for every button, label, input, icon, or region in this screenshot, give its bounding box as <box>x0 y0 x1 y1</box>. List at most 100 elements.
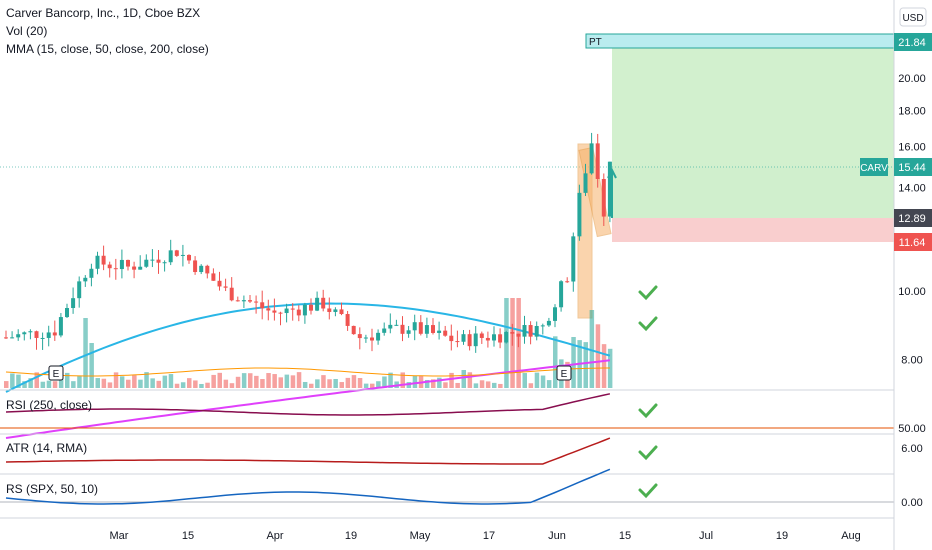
volume-bar <box>58 374 64 388</box>
time-tick: Aug <box>841 530 861 542</box>
volume-bar <box>327 379 332 388</box>
svg-text:E: E <box>53 369 60 380</box>
time-tick: 15 <box>182 530 194 542</box>
volume-bar <box>284 374 290 388</box>
volume-bar <box>199 383 204 388</box>
candle-body <box>479 333 484 338</box>
candle-body <box>431 325 435 333</box>
volume-bar <box>553 336 558 388</box>
candle-body <box>101 255 106 265</box>
price-tick: 8.00 <box>901 355 922 367</box>
candle-body <box>52 332 57 336</box>
candle-body <box>363 337 368 339</box>
volume-bar <box>485 381 491 388</box>
volume-bar <box>217 372 222 388</box>
volume-bar <box>174 383 180 388</box>
price-pane: PT <box>0 33 895 439</box>
volume-bar <box>412 375 418 388</box>
svg-text:12.89: 12.89 <box>898 213 926 225</box>
candle-body <box>443 330 448 336</box>
svg-text:CARV: CARV <box>860 163 888 174</box>
loss-zone <box>612 218 894 242</box>
volume-bar <box>10 373 15 388</box>
rsi-axis-label: 50.00 <box>898 423 926 435</box>
check-icon <box>638 483 658 499</box>
candle-body <box>16 334 21 338</box>
candle-body <box>534 326 539 337</box>
time-axis[interactable]: Mar 15 Apr 19 May 17 Jun 15 Jul 19 Aug <box>110 530 861 542</box>
candle-body <box>138 266 143 270</box>
candle-body <box>400 324 405 334</box>
volume-bar <box>235 376 241 388</box>
candlesticks <box>4 132 612 353</box>
earnings-marker-2[interactable]: E <box>556 365 572 381</box>
volume-bar <box>40 381 46 388</box>
volume-bar <box>223 379 229 388</box>
currency-badge[interactable]: USD <box>899 7 927 27</box>
volume-bar <box>77 376 82 388</box>
candle-body <box>254 301 259 303</box>
candle-body <box>46 332 51 338</box>
candle-body <box>223 286 228 288</box>
volume-bar <box>540 375 546 388</box>
volume-bar <box>339 382 344 388</box>
candle-body <box>473 333 478 347</box>
candle-body <box>95 255 100 269</box>
volume-bar <box>467 372 473 388</box>
check-icon <box>638 316 658 332</box>
candle-body <box>449 335 454 342</box>
candle-body <box>595 143 600 179</box>
svg-text:21.84: 21.84 <box>898 37 926 49</box>
atr-legend: ATR (14, RMA) <box>6 441 88 455</box>
candle-body <box>296 309 301 316</box>
candle-body <box>83 277 88 282</box>
candle-body <box>40 337 45 339</box>
chart-title: Carver Bancorp, Inc., 1D, Cboe BZX <box>6 6 201 20</box>
target-band <box>585 33 895 49</box>
volume-bar <box>65 372 70 388</box>
candle-body <box>266 308 271 311</box>
volume-bar <box>168 374 174 388</box>
candle-body <box>607 161 612 217</box>
candle-body <box>540 325 545 327</box>
profit-zone-upper <box>612 36 894 167</box>
candle-body <box>485 337 490 341</box>
volume-bar <box>211 374 216 388</box>
svg-text:USD: USD <box>902 13 923 24</box>
candle-body <box>565 281 570 283</box>
time-tick: Mar <box>110 530 129 542</box>
volume-bar <box>595 324 601 388</box>
symbol-tag: CARV <box>860 158 888 176</box>
check-icon <box>638 285 658 301</box>
volume-bar <box>388 372 393 388</box>
time-tick: 19 <box>776 530 788 542</box>
earnings-marker-1[interactable]: E <box>48 365 64 381</box>
candle-body <box>424 325 429 334</box>
candle-body <box>4 337 8 339</box>
volume-bar <box>546 380 552 388</box>
candle-body <box>333 309 338 312</box>
svg-text:15.44: 15.44 <box>898 162 926 174</box>
volume-bar <box>449 372 454 388</box>
candle-body <box>302 304 307 316</box>
rs-line <box>5 468 611 505</box>
time-tick: May <box>410 530 431 542</box>
volume-bar <box>437 377 442 388</box>
volume-bar <box>83 318 88 388</box>
volume-bar <box>150 378 155 388</box>
volume-legend: Vol (20) <box>6 24 48 38</box>
candle-body <box>345 314 350 326</box>
volume-bar <box>278 377 283 388</box>
candle-body <box>205 265 210 274</box>
time-tick: Apr <box>266 530 283 542</box>
candle-body <box>199 265 204 273</box>
candle-body <box>168 250 173 263</box>
volume-bar <box>107 382 113 388</box>
candle-body <box>174 250 179 256</box>
candle-body <box>284 308 289 314</box>
volume-ma-line <box>5 367 610 377</box>
volume-bar <box>309 383 314 388</box>
candle-body <box>22 332 27 335</box>
volume-bar <box>370 383 375 388</box>
